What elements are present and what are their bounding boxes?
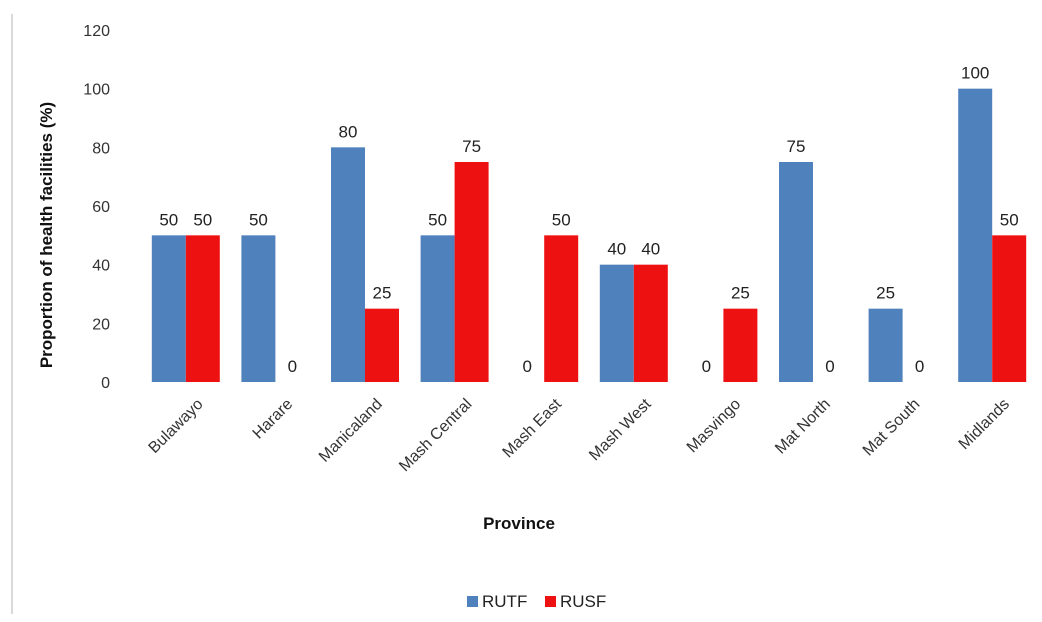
x-axis-title: Province <box>483 514 555 533</box>
legend-swatch-rutf <box>467 596 478 607</box>
bar-rutf <box>241 235 276 382</box>
x-tick-label: Manicaland <box>316 396 386 466</box>
data-label-rusf: 50 <box>552 210 571 229</box>
y-axis-title: Proportion of health facilities (%) <box>37 102 56 368</box>
data-label-rutf: 75 <box>787 137 806 156</box>
data-label-rutf: 50 <box>159 210 178 229</box>
bar-rusf <box>633 264 668 382</box>
data-label-rusf: 0 <box>825 357 834 376</box>
data-label-rusf: 0 <box>915 357 924 376</box>
bar-rutf <box>151 235 186 382</box>
data-label-rutf: 25 <box>876 284 895 303</box>
data-label-rusf: 75 <box>462 137 481 156</box>
bar-rusf <box>365 308 399 382</box>
data-label-rutf: 0 <box>702 357 711 376</box>
y-tick-label: 20 <box>92 316 110 333</box>
data-label-rusf: 50 <box>1000 210 1019 229</box>
data-label-rutf: 50 <box>428 210 447 229</box>
x-tick-label: Harare <box>250 396 297 443</box>
x-tick-label: Bulawayo <box>146 396 207 457</box>
y-tick-label: 80 <box>92 140 110 157</box>
x-tick-label: Mat North <box>772 396 834 458</box>
x-axis-ticks: Bulawayo Harare Manicaland Mash Central Mash… <box>146 395 1013 475</box>
data-label-rusf: 25 <box>373 284 392 303</box>
bar-rutf <box>420 235 455 382</box>
legend: RUTF RUSF <box>467 592 606 611</box>
bar-rutf <box>331 147 365 382</box>
x-tick-label: Mash West <box>586 395 655 464</box>
data-label-rutf: 0 <box>522 357 531 376</box>
y-tick-label: 0 <box>101 375 110 392</box>
x-tick-label: Mash Central <box>396 396 475 475</box>
bars <box>151 88 1027 383</box>
data-label-rutf: 100 <box>961 64 989 83</box>
bar-rutf <box>958 88 993 383</box>
legend-label-rusf: RUSF <box>560 592 606 611</box>
y-axis-ticks: 0 20 40 60 80 100 120 <box>83 23 110 392</box>
bar-rusf <box>185 235 220 382</box>
bar-rusf <box>454 162 489 382</box>
y-tick-label: 100 <box>83 82 110 99</box>
data-label-rutf: 50 <box>249 210 268 229</box>
data-label-rusf: 0 <box>288 357 297 376</box>
legend-swatch-rusf <box>545 596 556 607</box>
bar-rusf <box>723 308 758 382</box>
bar-rutf <box>868 308 903 382</box>
bar-rutf <box>599 264 634 382</box>
bar-rutf <box>779 162 813 382</box>
y-tick-label: 120 <box>83 23 110 40</box>
x-tick-label: Masvingo <box>684 396 745 457</box>
frame-border <box>11 14 13 614</box>
data-label-rusf: 50 <box>193 210 212 229</box>
bar-rusf <box>992 235 1027 382</box>
bar-rusf <box>544 235 579 382</box>
data-label-rusf: 25 <box>731 284 750 303</box>
y-tick-label: 40 <box>92 258 110 275</box>
data-labels: 50 50 50 0 80 25 50 75 0 50 40 40 0 25 75 0 25 0 100 50 <box>159 64 1018 376</box>
data-label-rutf: 80 <box>339 122 358 141</box>
x-tick-label: Mat South <box>860 396 924 460</box>
y-tick-label: 60 <box>92 199 110 216</box>
legend-label-rutf: RUTF <box>482 592 527 611</box>
data-label-rutf: 40 <box>607 240 626 259</box>
x-tick-label: Mash East <box>500 395 566 461</box>
x-tick-label: Midlands <box>956 396 1013 453</box>
data-label-rusf: 40 <box>641 240 660 259</box>
